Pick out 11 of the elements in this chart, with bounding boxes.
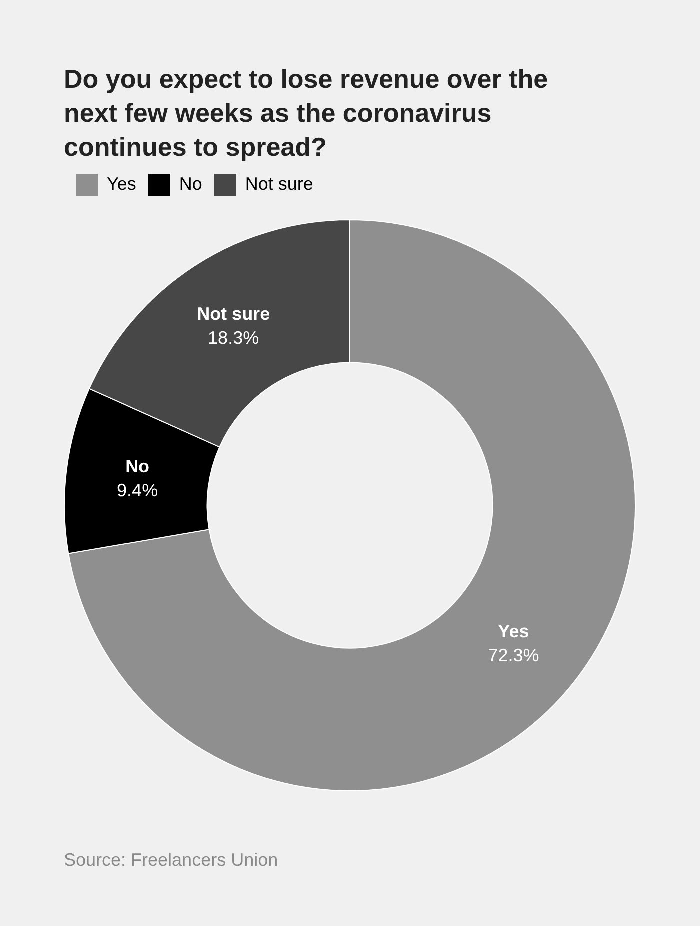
slice-label: Yes: [498, 622, 530, 642]
legend-label: No: [179, 174, 202, 194]
chart-title: Do you expect to lose revenue over the next few weeks as the coronavirus continues to spread?: [64, 63, 550, 164]
slice-label: No: [126, 456, 150, 477]
data-label: 9.4%: [117, 480, 158, 501]
source-note: Source: Freelancers Union: [64, 850, 278, 871]
slice-label: Not sure: [197, 304, 270, 324]
legend-label: Not sure: [245, 174, 314, 194]
legend-label: Yes: [107, 174, 136, 194]
data-label: 18.3%: [208, 328, 260, 348]
data-label: 72.3%: [488, 646, 540, 666]
